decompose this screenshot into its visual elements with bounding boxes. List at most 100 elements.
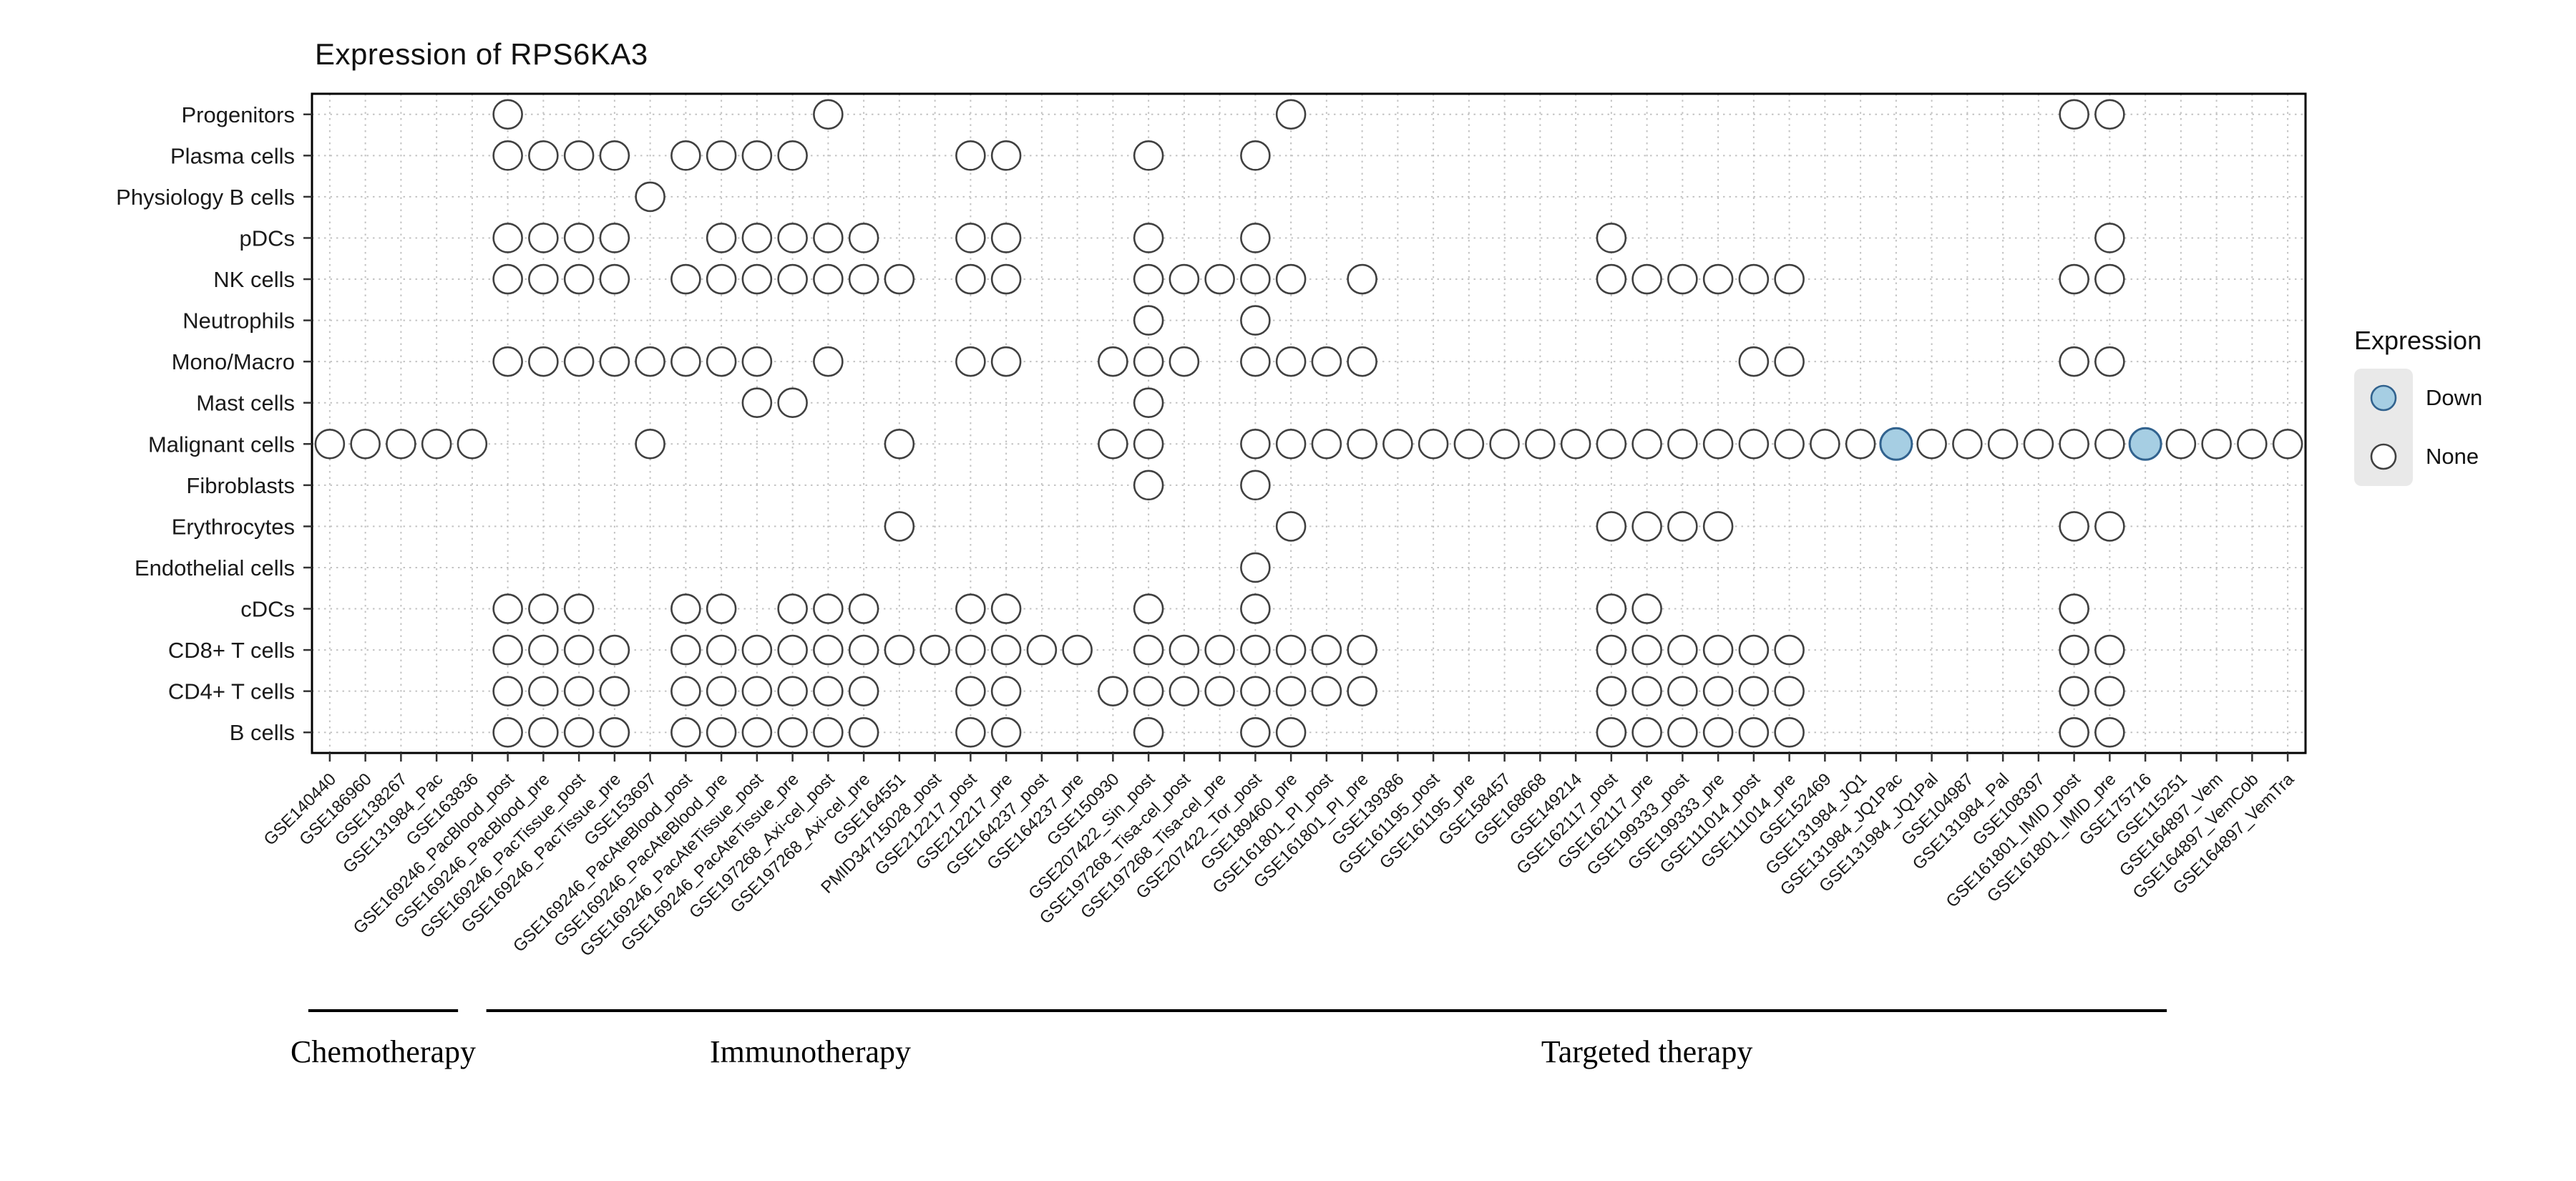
expression-dot-none bbox=[563, 263, 595, 295]
expression-dot-none bbox=[777, 634, 808, 666]
expression-dot-none bbox=[1738, 634, 1770, 666]
expression-dot-none bbox=[1702, 511, 1734, 542]
legend-key-none bbox=[2354, 427, 2413, 486]
expression-dot-none bbox=[1275, 676, 1307, 706]
y-axis-label: Plasma cells bbox=[170, 143, 295, 168]
expression-dot-none bbox=[1133, 263, 1164, 295]
expression-dot-none bbox=[741, 346, 773, 377]
y-axis-label: CD8+ T cells bbox=[168, 638, 295, 663]
expression-dot-none bbox=[777, 223, 808, 253]
expression-dot-none bbox=[1098, 676, 1128, 706]
expression-dot-none bbox=[2023, 428, 2054, 460]
expression-dot-none bbox=[1240, 676, 1271, 706]
expression-dot-none bbox=[741, 676, 773, 706]
expression-dot-none bbox=[1738, 716, 1770, 748]
expression-dot-none bbox=[1382, 428, 1413, 460]
expression-dot-none bbox=[492, 676, 523, 706]
therapy-group-label: Chemotherapy bbox=[291, 1034, 476, 1069]
expression-dot-none bbox=[1702, 263, 1734, 295]
expression-dot-none bbox=[350, 428, 381, 460]
expression-dot-none bbox=[741, 223, 773, 253]
expression-dot-none bbox=[492, 99, 523, 130]
y-axis-label: Erythrocytes bbox=[172, 514, 295, 539]
expression-dot-none bbox=[884, 428, 915, 460]
expression-dot-none bbox=[1311, 634, 1342, 666]
expression-dot-none bbox=[990, 223, 1022, 253]
expression-dot-none bbox=[990, 140, 1022, 171]
expression-dot-none bbox=[813, 99, 844, 130]
expression-dot-none bbox=[492, 140, 523, 171]
y-axis-label: B cells bbox=[230, 720, 295, 745]
expression-dot-none bbox=[1026, 634, 1058, 666]
expression-dot-none bbox=[777, 716, 808, 748]
expression-dot-none bbox=[777, 387, 808, 419]
expression-dot-none bbox=[2094, 263, 2125, 295]
expression-dot-none bbox=[848, 263, 879, 295]
expression-dot-none bbox=[2059, 99, 2089, 130]
legend-items: Down None bbox=[2354, 369, 2482, 486]
expression-dot-none bbox=[1204, 676, 1235, 706]
y-axis-label: NK cells bbox=[213, 267, 295, 292]
y-axis-label: Fibroblasts bbox=[186, 473, 295, 498]
expression-dot-none bbox=[1631, 428, 1662, 460]
expression-dot-none bbox=[741, 140, 773, 171]
expression-dot-none bbox=[1133, 346, 1164, 377]
expression-dot-none bbox=[635, 346, 665, 377]
expression-dot-none bbox=[955, 223, 986, 253]
expression-dot-none bbox=[1667, 511, 1698, 542]
expression-dot-none bbox=[955, 263, 986, 295]
expression-dot-none bbox=[813, 593, 844, 624]
expression-dot-none bbox=[1738, 263, 1770, 295]
expression-dot-none bbox=[1098, 428, 1128, 460]
expression-dot-none bbox=[1169, 634, 1200, 666]
plot-border bbox=[311, 92, 2307, 754]
expression-dot-none bbox=[955, 140, 986, 171]
expression-dot-none bbox=[706, 634, 737, 666]
expression-dot-none bbox=[813, 263, 844, 295]
expression-dot-none bbox=[563, 716, 595, 748]
expression-dot-none bbox=[1596, 511, 1627, 542]
expression-dot-none bbox=[1631, 511, 1662, 542]
expression-dot-none bbox=[2059, 428, 2089, 460]
expression-dot-none bbox=[1489, 428, 1520, 460]
expression-dot-none bbox=[2059, 634, 2089, 666]
expression-dot-none bbox=[2094, 428, 2125, 460]
expression-dot-none bbox=[1311, 346, 1342, 377]
expression-dot-none bbox=[1169, 346, 1200, 377]
expression-dot-none bbox=[1667, 428, 1698, 460]
expression-dot-none bbox=[1204, 634, 1235, 666]
expression-dot-none bbox=[1987, 428, 2019, 460]
expression-dot-none bbox=[386, 428, 416, 460]
legend-item-none: None bbox=[2354, 427, 2482, 486]
expression-dot-none bbox=[1702, 716, 1734, 748]
expression-dot-none bbox=[1240, 470, 1271, 501]
expression-dot-none bbox=[1631, 634, 1662, 666]
expression-dot-none bbox=[2272, 428, 2303, 460]
expression-dot-none bbox=[1133, 428, 1164, 460]
y-axis-label: pDCs bbox=[239, 225, 295, 251]
expression-dot-none bbox=[1631, 593, 1662, 624]
y-axis-label: Endothelial cells bbox=[135, 555, 295, 580]
expression-dot-none bbox=[1133, 387, 1164, 419]
expression-dot-none bbox=[1916, 428, 1947, 460]
legend-label-down: Down bbox=[2426, 385, 2483, 410]
expression-dot-none bbox=[1275, 346, 1307, 377]
expression-dot-none bbox=[2094, 676, 2125, 706]
expression-dot-none bbox=[1098, 346, 1128, 377]
expression-dot-none bbox=[1311, 428, 1342, 460]
chart-title: Expression of RPS6KA3 bbox=[315, 37, 648, 71]
expression-dot-none bbox=[1667, 716, 1698, 748]
expression-dot-none bbox=[706, 223, 737, 253]
expression-dot-none bbox=[741, 387, 773, 419]
expression-dot-none bbox=[2094, 716, 2125, 748]
expression-dot-none bbox=[528, 346, 559, 377]
expression-dot-none bbox=[706, 263, 737, 295]
expression-dot-none bbox=[635, 181, 665, 213]
expression-dot-none bbox=[599, 676, 630, 706]
expression-dot-none bbox=[421, 428, 452, 460]
expression-dot-none bbox=[1311, 676, 1342, 706]
expression-dot-none bbox=[1275, 634, 1307, 666]
expression-dot-none bbox=[1133, 593, 1164, 624]
expression-dot-none bbox=[1062, 634, 1093, 666]
expression-dot-none bbox=[1133, 716, 1164, 748]
